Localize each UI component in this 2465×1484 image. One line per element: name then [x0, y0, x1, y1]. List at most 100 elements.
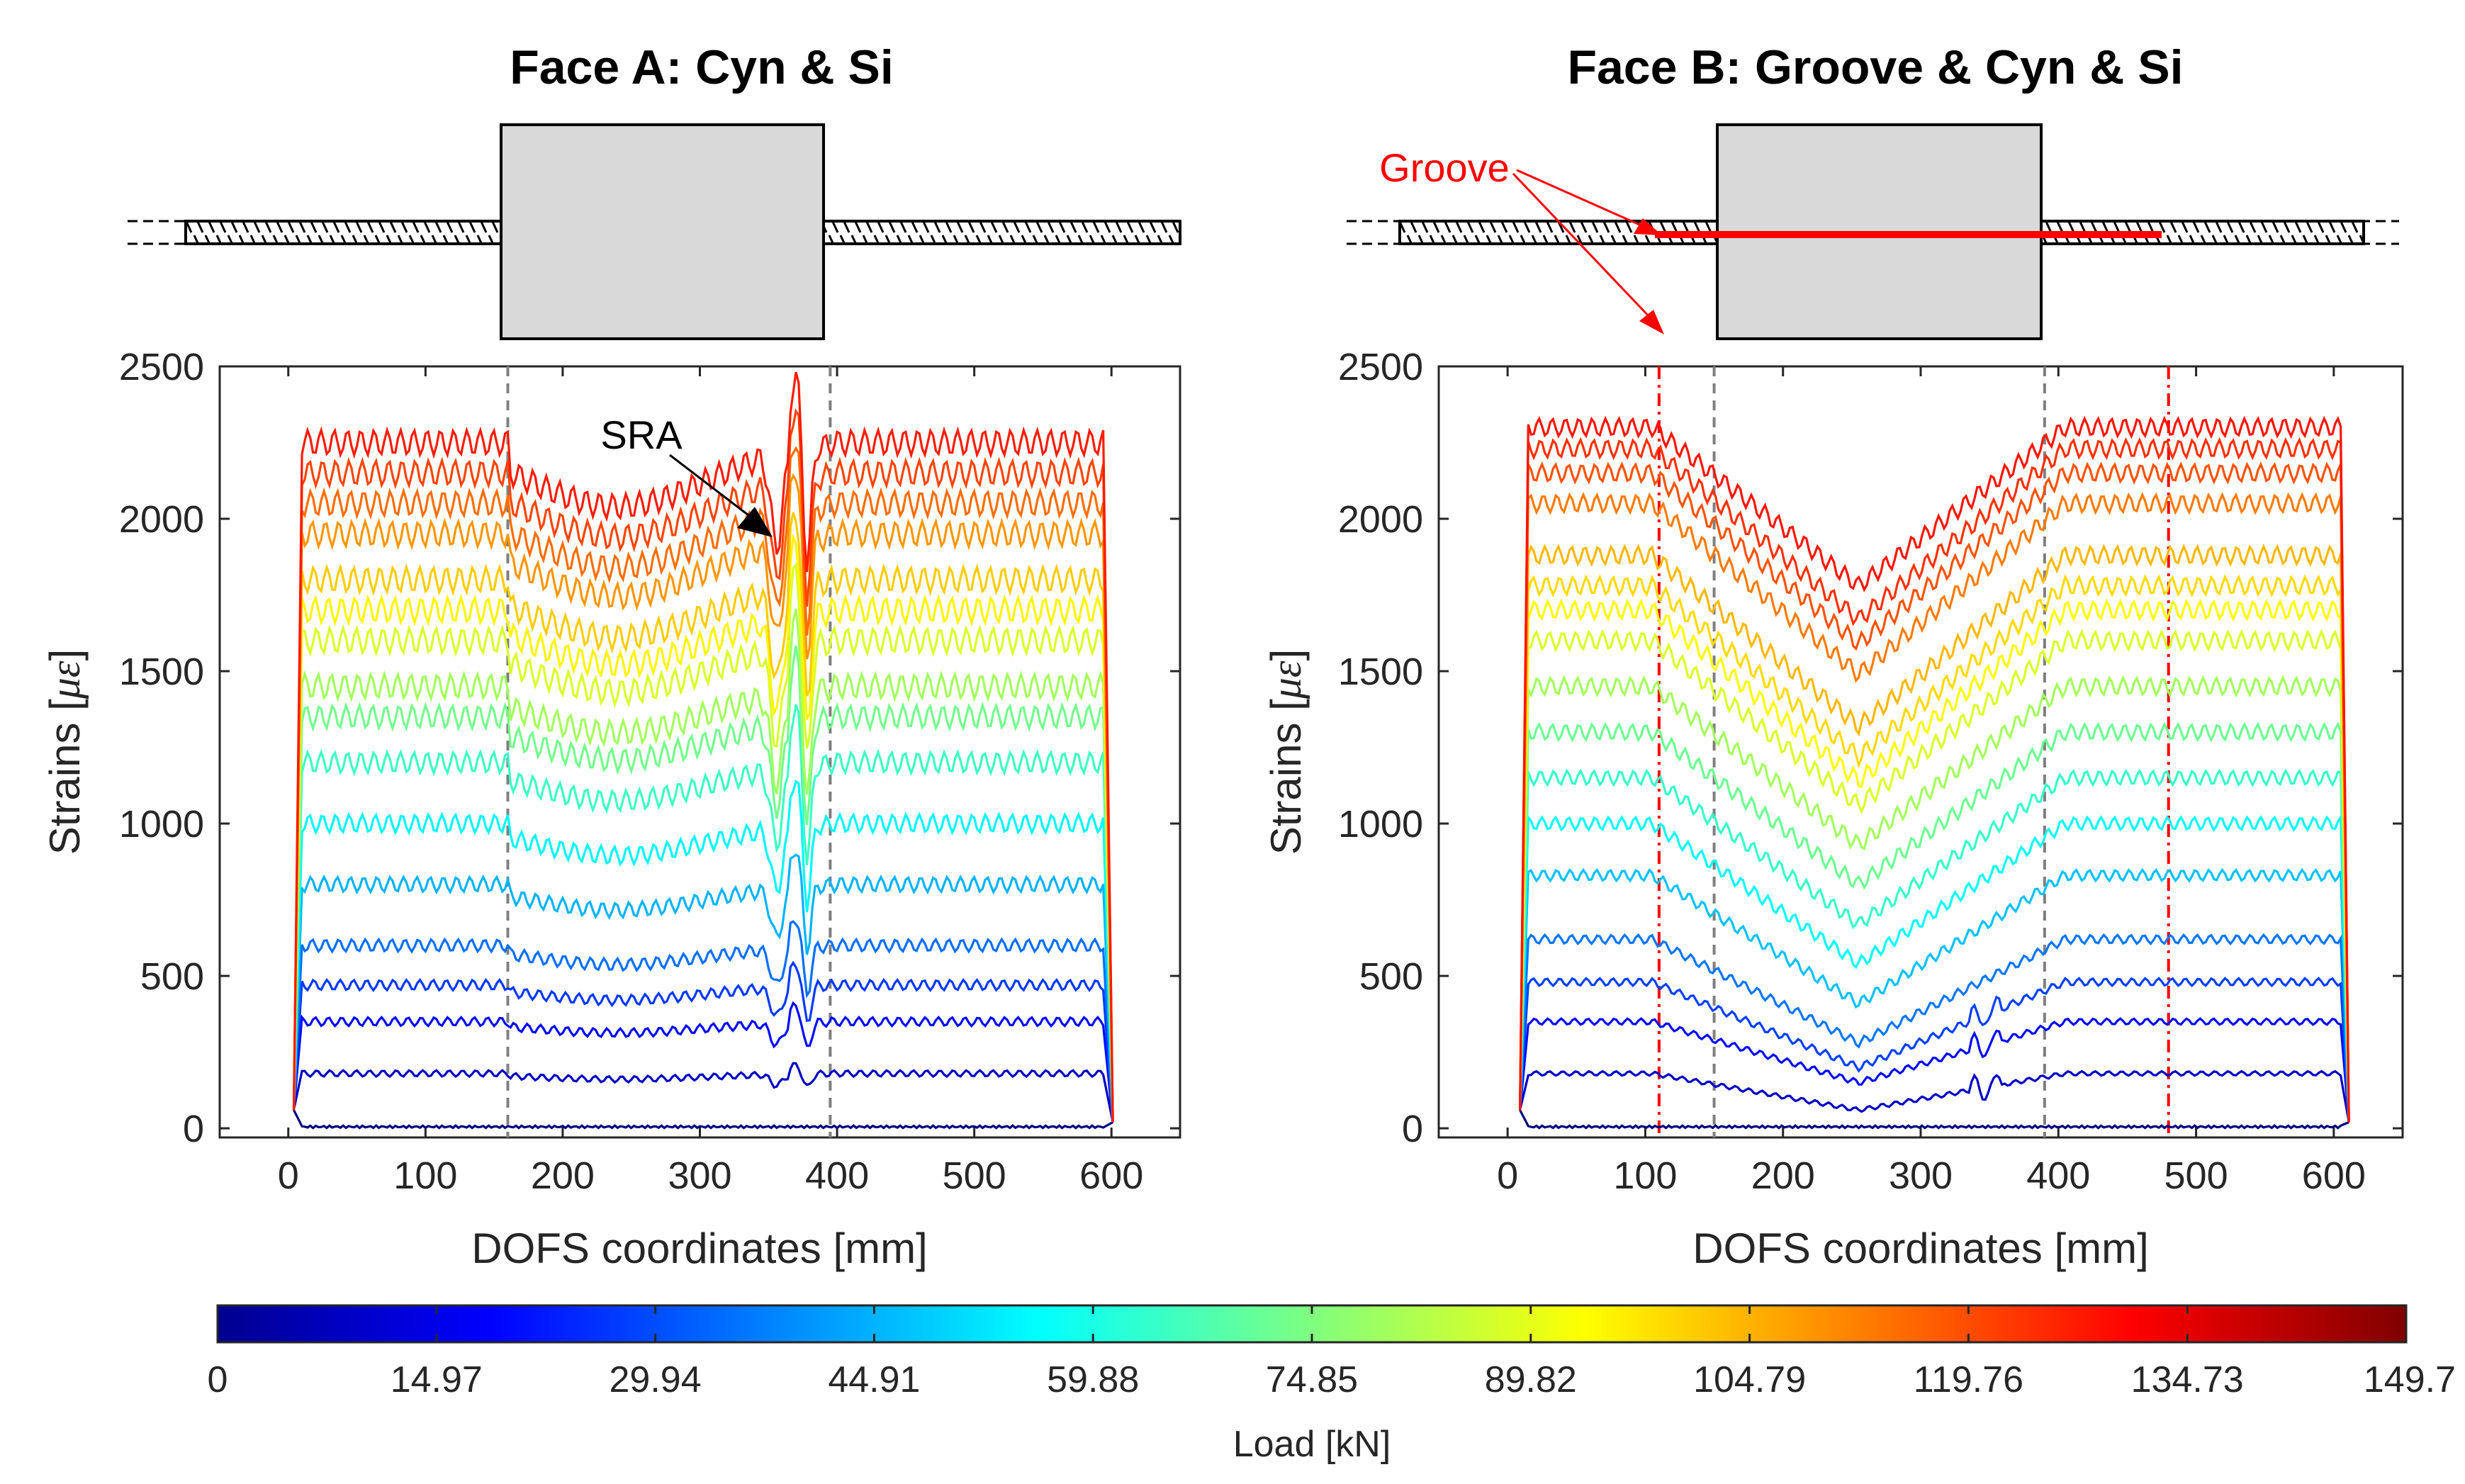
load-step-series-9: [1519, 675, 2350, 1123]
groove-arrow-line-1: [1516, 169, 1645, 228]
colorbar-tick-label: 44.91: [828, 1359, 920, 1400]
load-step-series-0: [1519, 1109, 2349, 1130]
colorbar-tick-label: 74.85: [1266, 1359, 1358, 1400]
load-step-series-7: [1519, 768, 2350, 1123]
y-tick-label: 2500: [119, 346, 204, 388]
load-step-series-8: [1519, 721, 2350, 1123]
x-tick-label: 300: [1889, 1154, 1953, 1197]
colorbar-tick-label: 119.76: [1914, 1359, 2023, 1400]
load-step-series-7: [292, 704, 1114, 1123]
y-tick-label: 0: [183, 1108, 204, 1150]
x-tick-label: 600: [1079, 1154, 1143, 1197]
load-step-series-6: [292, 779, 1114, 1123]
panel-a-annotation-sra: SRA: [600, 412, 683, 457]
panel-b-y-tick-labels: 0 500 1000 1500 2000 2500: [1338, 346, 1423, 1150]
colorbar: 0 14.97 29.94 44.91 59.88 74.85 89.82 104.79 119…: [208, 1304, 2456, 1465]
load-step-series-10: [1519, 629, 2350, 1123]
colorbar-tick-label: 59.88: [1047, 1359, 1139, 1400]
load-step-series-1: [292, 1062, 1114, 1123]
y-tick-label: 1000: [119, 803, 204, 845]
load-step-series-14: [292, 446, 1114, 1123]
rebar-left: [184, 220, 502, 245]
panel-a-schematic: [128, 123, 1181, 340]
x-tick-label: 600: [2302, 1154, 2366, 1197]
load-step-series-5: [1519, 867, 2350, 1123]
concrete-block: [500, 123, 825, 340]
x-tick-label: 400: [805, 1154, 869, 1197]
panel-a-ylabel-symbol: με: [42, 661, 89, 699]
x-tick-label: 100: [1613, 1154, 1677, 1197]
colorbar-tick-label: 0: [208, 1359, 228, 1400]
load-step-series-8: [292, 646, 1114, 1123]
load-step-series-13: [292, 473, 1114, 1123]
y-tick-label: 2000: [1338, 498, 1423, 541]
y-tick-label: 1500: [1338, 651, 1423, 693]
load-step-series-16: [292, 371, 1114, 1123]
sra-arrow-line: [669, 454, 752, 519]
x-tick-label: 0: [278, 1154, 299, 1197]
panel-b-annotation-groove: Groove: [1379, 145, 1510, 190]
load-step-series-13: [1519, 544, 2350, 1123]
panel-a-y-tick-labels: 0 500 1000 1500 2000 2500: [119, 346, 204, 1150]
colorbar-label: Load [kN]: [1233, 1424, 1391, 1465]
sra-arrow-head: [737, 507, 773, 537]
groove-arrow-head-1: [1634, 218, 1662, 235]
panel-a-ticks: [220, 365, 1180, 1137]
load-step-series-14: [1519, 492, 2350, 1123]
panel-a-guide-lines: [506, 366, 832, 1137]
colorbar-tick-label: 89.82: [1485, 1359, 1577, 1400]
panel-b-ylabel-main: Strains [: [1262, 699, 1310, 855]
x-tick-label: 300: [668, 1154, 731, 1197]
colorbar-tick-label: 29.94: [610, 1359, 702, 1400]
load-step-series-9: [292, 608, 1114, 1123]
panel-b-schematic: [1347, 123, 2399, 340]
y-tick-label: 1500: [119, 651, 204, 693]
y-tick-label: 500: [140, 955, 204, 998]
y-tick-label: 500: [1359, 955, 1423, 998]
panel-a-x-tick-labels: 0 100 200 300 400 500 600: [278, 1154, 1144, 1197]
colorbar-tick-label: 14.97: [391, 1359, 483, 1400]
y-tick-label: 2500: [1338, 346, 1423, 388]
load-step-series-11: [1519, 598, 2350, 1123]
panel-a-ylabel-end: ]: [41, 649, 89, 661]
x-tick-label: 500: [943, 1154, 1006, 1197]
panel-b-x-tick-labels: 0 100 200 300 400 500 600: [1497, 1154, 2366, 1197]
load-step-series-3: [292, 960, 1114, 1123]
y-tick-label: 1000: [1338, 803, 1423, 845]
panel-b-xlabel: DOFS coordinates [mm]: [1692, 1225, 2149, 1272]
panel-b-ylabel: Strains [με]: [1262, 649, 1310, 855]
load-step-series-12: [292, 512, 1114, 1123]
load-step-series-2: [292, 1001, 1114, 1123]
load-step-series-2: [1519, 1017, 2350, 1123]
colorbar-tick-labels: 0 14.97 29.94 44.91 59.88 74.85 89.82 104.79 119…: [208, 1359, 2456, 1400]
groove-channel: [1655, 231, 2162, 238]
panel-b-series: [1519, 415, 2350, 1130]
load-step-series-6: [1519, 813, 2350, 1123]
load-step-series-11: [292, 533, 1114, 1123]
panel-a-xlabel: DOFS coordinates [mm]: [471, 1225, 928, 1272]
x-tick-label: 500: [2164, 1154, 2228, 1197]
load-step-series-3: [1519, 977, 2350, 1123]
x-tick-label: 200: [531, 1154, 595, 1197]
panel-b-ylabel-symbol: με: [1263, 661, 1310, 699]
load-step-series-1: [1519, 1069, 2350, 1123]
panel-face-a: Face A: Cyn & Si 0 100 200 300 400 500 600 0 50…: [41, 40, 1181, 1272]
groove-arrow-line-2: [1512, 172, 1653, 320]
panel-b-title: Face B: Groove & Cyn & Si: [1567, 40, 2183, 94]
panel-face-b: Face B: Groove & Cyn & Si 0 100 200 300 400 5…: [1262, 40, 2404, 1272]
load-step-series-4: [1519, 933, 2350, 1123]
colorbar-ticks: [216, 1305, 2408, 1342]
panel-b-ticks: [1439, 365, 2403, 1137]
rebar-right: [822, 220, 1181, 245]
load-step-series-15: [1519, 460, 2350, 1123]
panel-a-ylabel: Strains [με]: [41, 649, 89, 855]
y-tick-label: 2000: [119, 498, 204, 541]
x-tick-label: 200: [1751, 1154, 1815, 1197]
y-tick-label: 0: [1402, 1108, 1423, 1150]
x-tick-label: 400: [2026, 1154, 2090, 1197]
load-step-series-15: [292, 407, 1114, 1123]
colorbar-tick-label: 134.73: [2131, 1359, 2244, 1400]
colorbar-tick-label: 104.79: [1693, 1359, 1806, 1400]
load-step-series-4: [292, 920, 1114, 1123]
load-step-series-12: [1519, 573, 2350, 1123]
